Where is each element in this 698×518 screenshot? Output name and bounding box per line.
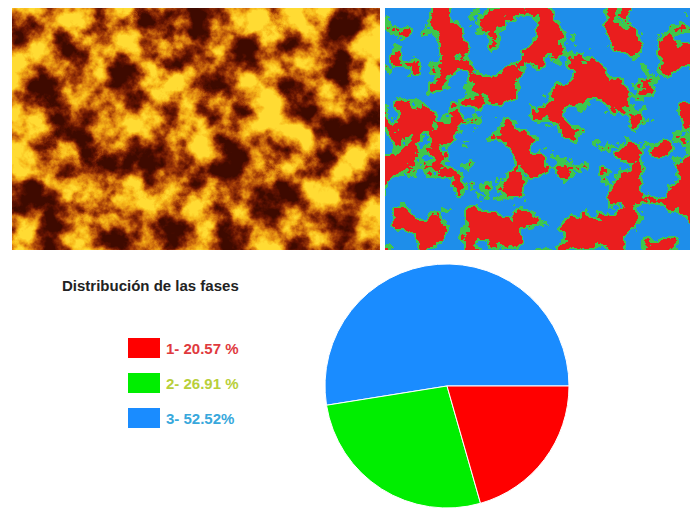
legend-swatch [128,408,160,428]
page: Distribución de las fases 1- 20.57 % 2- 26… [0,0,698,518]
legend-label: 3- 52.52% [166,410,234,427]
legend: 1- 20.57 % 2- 26.91 % 3- 52.52% [128,338,239,428]
legend-swatch [128,338,160,358]
chart: Distribución de las fases 1- 20.57 % 2- 26… [0,0,698,518]
pie-slice [447,386,569,503]
legend-swatch [128,373,160,393]
title: Distribución de las fases [62,277,239,294]
micrograph [12,8,380,250]
pie [325,264,569,508]
legend-label: 1- 20.57 % [166,340,239,357]
phase-map [385,8,690,250]
pie-slice [325,264,569,405]
legend-label: 2- 26.91 % [166,375,239,392]
